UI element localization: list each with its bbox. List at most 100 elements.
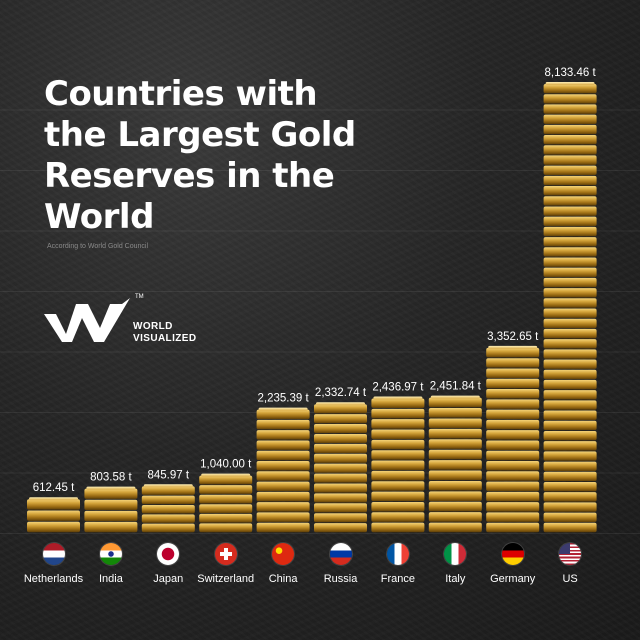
bar-us (543, 82, 597, 533)
bar-russia (314, 402, 367, 533)
gold-bar-top (430, 395, 480, 399)
category-label: Switzerland (197, 573, 255, 585)
italy-flag-icon (444, 543, 467, 565)
gold-bar-segment (371, 419, 425, 429)
gold-bar-segment (256, 450, 310, 461)
gold-bar-segment (543, 430, 597, 441)
gold-bar-segment (543, 186, 597, 196)
gold-bar-segment (543, 237, 597, 247)
gold-bar-segment (543, 318, 597, 329)
brand-line-2: VISUALIZED (133, 333, 197, 344)
bar-china (256, 407, 310, 533)
value-label: 1,040.00 t (200, 459, 252, 471)
gold-bar-segment (256, 430, 310, 440)
gold-bar-segment (543, 471, 597, 482)
gold-bar-segment (428, 449, 482, 460)
gold-bar-segment (543, 216, 597, 227)
gold-bar-segment (27, 521, 80, 533)
bar-germany (486, 345, 540, 533)
gold-bar-top (316, 402, 365, 406)
gold-bar-segment (141, 495, 195, 505)
gold-bar-segment (543, 379, 597, 390)
category-label: Japan (153, 573, 184, 585)
value-label: 845.97 t (148, 469, 190, 481)
gold-bar-segment (543, 155, 597, 165)
gold-bar-segment (428, 439, 482, 449)
gold-bar-segment (371, 512, 425, 522)
gold-bar-segment (428, 418, 482, 429)
germany-flag-icon (501, 543, 524, 565)
gold-bar-segment (486, 471, 540, 481)
gold-bar-segment (371, 470, 425, 481)
gold-bar-segment (543, 135, 597, 145)
gold-bar-segment (256, 512, 310, 522)
category-label: China (268, 573, 298, 585)
switzerland-flag-icon (214, 543, 237, 565)
gold-bar-segment (486, 347, 540, 358)
gold-bar-segment (84, 499, 138, 511)
gold-bar-segment (428, 491, 482, 501)
flag-row (0, 540, 640, 580)
bar-france (371, 396, 425, 533)
gold-bar-segment (486, 522, 540, 533)
gold-bar-segment (199, 513, 253, 523)
gold-bar-segment (543, 492, 597, 502)
gold-bar-segment (256, 461, 310, 471)
gold-bar-segment (543, 328, 597, 339)
gold-bar-segment (543, 257, 597, 267)
gold-bar-segment (314, 483, 367, 493)
gold-bar-segment (141, 523, 195, 533)
gold-bar-segment (371, 481, 425, 491)
gold-bar-segment (486, 409, 540, 420)
gold-bar-segment (84, 488, 138, 499)
bar-india (84, 486, 138, 533)
gold-bar-segment (543, 196, 597, 206)
gold-bar-segment (486, 358, 540, 368)
gold-bar-segment (486, 440, 540, 450)
gold-bar-segment (543, 410, 597, 420)
gold-bar-segment (199, 494, 253, 504)
gold-bar-segment (543, 124, 597, 135)
gold-bar-segment (543, 339, 597, 349)
gold-bar-segment (256, 522, 310, 533)
gold-bar-top (86, 486, 136, 490)
gold-bar-segment (486, 378, 540, 389)
category-label: Russia (323, 573, 358, 585)
gold-bar-segment (486, 481, 540, 492)
china-flag-icon (272, 543, 295, 565)
trademark-mark: TM (135, 294, 144, 300)
bar-japan (141, 484, 195, 533)
gold-bar-segment (314, 414, 367, 424)
gold-bar-segment (486, 399, 540, 409)
gold-bar-segment (428, 408, 482, 418)
gold-bar-segment (314, 473, 367, 483)
gold-bar-segment (314, 493, 367, 503)
gold-bar-segment (141, 514, 195, 523)
gold-bar-segment (543, 308, 597, 318)
gold-bar-top (373, 396, 423, 400)
gold-bar-segment (428, 470, 482, 481)
us-flag-icon (559, 543, 582, 565)
gold-bar-top (143, 484, 193, 488)
world-visualized-logo-icon (44, 298, 130, 342)
gold-bar-segment (428, 428, 482, 439)
gold-bar-segment (543, 226, 597, 237)
gold-bar-segment (314, 443, 367, 453)
gold-bar-segment (543, 420, 597, 431)
category-label: US (562, 573, 578, 585)
gold-bar-segment (543, 451, 597, 461)
gold-bar-segment (371, 491, 425, 502)
gold-bar-segment (314, 404, 367, 414)
gold-bar-segment (543, 390, 597, 400)
gold-bar-segment (543, 481, 597, 492)
gold-bar-segment (486, 461, 540, 471)
gold-bar-segment (371, 450, 425, 460)
gold-bar-segment (371, 501, 425, 512)
value-label: 803.58 t (90, 472, 132, 484)
bar-switzerland (199, 473, 253, 533)
gold-bar-segment (256, 491, 310, 502)
russia-flag-icon (329, 543, 352, 565)
gold-bar-segment (27, 510, 80, 521)
gold-bar-segment (199, 485, 253, 494)
gold-bar-segment (543, 502, 597, 512)
